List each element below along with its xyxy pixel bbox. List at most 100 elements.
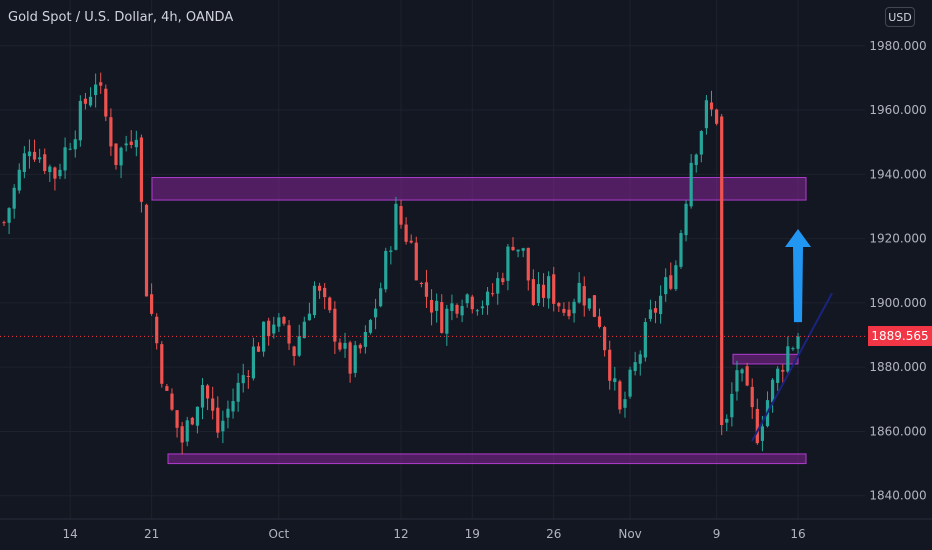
candle-body bbox=[725, 418, 729, 423]
candle-body bbox=[348, 342, 352, 374]
candle-body bbox=[241, 375, 245, 384]
candle-body bbox=[435, 300, 439, 311]
grid bbox=[0, 0, 865, 519]
candle-body bbox=[414, 242, 418, 281]
candle-body bbox=[709, 102, 714, 110]
candle-body bbox=[129, 141, 133, 146]
candle-body bbox=[256, 346, 261, 352]
candle-body bbox=[206, 385, 210, 399]
candle-body bbox=[175, 410, 179, 428]
candle-body bbox=[58, 169, 62, 177]
candle-body bbox=[53, 167, 57, 179]
candle-body bbox=[704, 100, 709, 129]
candle-body bbox=[68, 148, 72, 150]
candle-body bbox=[450, 303, 454, 312]
candle-body bbox=[465, 294, 469, 304]
candle-body bbox=[363, 332, 367, 347]
candle-body bbox=[185, 420, 189, 442]
candle-body bbox=[272, 324, 276, 334]
overlays bbox=[751, 228, 833, 442]
candle-body bbox=[119, 147, 123, 166]
support-zone bbox=[167, 453, 807, 465]
candle-body bbox=[541, 284, 546, 298]
candles bbox=[2, 72, 800, 455]
candle-body bbox=[216, 407, 220, 433]
time-axis[interactable]: 14 21 Oct 12 19 26 Nov 9 16 bbox=[63, 527, 806, 541]
candle-body bbox=[7, 208, 11, 223]
x-tick-label: 21 bbox=[144, 527, 159, 541]
y-tick-label: 1920.000 bbox=[869, 232, 926, 246]
candle-body bbox=[328, 297, 332, 311]
candle-body bbox=[343, 342, 347, 349]
candle-body bbox=[368, 320, 373, 333]
candle-body bbox=[22, 153, 26, 172]
x-tick-label: 16 bbox=[790, 527, 805, 541]
candle-body bbox=[144, 204, 149, 297]
candle-body bbox=[38, 157, 42, 160]
candle-body bbox=[480, 306, 485, 309]
candle-body bbox=[267, 320, 271, 337]
candle-body bbox=[470, 296, 474, 310]
candle-body bbox=[399, 206, 403, 225]
candle-body bbox=[312, 285, 317, 316]
candle-body bbox=[664, 277, 668, 295]
candle-body bbox=[638, 354, 642, 364]
candle-body bbox=[618, 381, 622, 410]
candle-body bbox=[404, 224, 408, 242]
candle-body bbox=[2, 222, 6, 224]
candle-body bbox=[770, 379, 775, 403]
candle-body bbox=[557, 303, 561, 307]
candle-body bbox=[623, 399, 627, 408]
candle-body bbox=[740, 369, 744, 374]
candle-body bbox=[43, 154, 47, 172]
y-tick-label: 1880.000 bbox=[869, 360, 926, 374]
candle-body bbox=[587, 298, 591, 309]
candle-body bbox=[720, 116, 724, 426]
candle-body bbox=[114, 143, 118, 166]
candle-body bbox=[292, 346, 296, 356]
chart-title: Gold Spot / U.S. Dollar, 4h, OANDA bbox=[8, 10, 234, 25]
candle-body bbox=[715, 109, 719, 124]
candle-body bbox=[659, 295, 663, 315]
candle-body bbox=[582, 286, 586, 306]
candle-body bbox=[455, 304, 459, 314]
candle-body bbox=[521, 248, 525, 251]
candle-body bbox=[358, 344, 362, 349]
candle-body bbox=[699, 131, 703, 155]
candle-body bbox=[424, 282, 429, 297]
candle-body bbox=[735, 370, 739, 392]
candle-body bbox=[669, 275, 673, 289]
x-tick-label: 12 bbox=[393, 527, 408, 541]
candle-body bbox=[760, 426, 765, 441]
candle-body bbox=[88, 96, 93, 106]
candle-body bbox=[689, 162, 693, 207]
candle-body bbox=[389, 250, 393, 252]
candle-body bbox=[160, 344, 164, 384]
candle-body bbox=[190, 417, 194, 425]
candle-body bbox=[134, 139, 138, 148]
candle-body bbox=[628, 369, 632, 397]
candle-body bbox=[516, 249, 520, 252]
candle-body bbox=[577, 282, 581, 303]
resistance-zone bbox=[151, 177, 807, 201]
candle-body bbox=[180, 426, 184, 443]
candle-body bbox=[567, 309, 571, 317]
x-tick-label: 9 bbox=[713, 527, 721, 541]
candle-body bbox=[536, 284, 541, 304]
projection-arrow bbox=[785, 228, 811, 323]
price-axis[interactable]: 1840.000 1860.000 1880.000 1900.000 1920.000… bbox=[869, 39, 926, 503]
candle-body bbox=[440, 302, 444, 333]
candle-body bbox=[694, 154, 698, 166]
breakout-zone bbox=[732, 353, 799, 365]
candle-body bbox=[27, 151, 32, 157]
candle-body bbox=[307, 313, 311, 321]
candle-body bbox=[445, 308, 449, 334]
candle-body bbox=[460, 306, 464, 316]
candle-body bbox=[78, 100, 82, 141]
candle-body bbox=[603, 327, 607, 351]
currency-button[interactable]: USD bbox=[885, 7, 915, 27]
candle-body bbox=[679, 233, 683, 267]
candle-body bbox=[165, 386, 169, 391]
candle-body bbox=[317, 285, 322, 291]
